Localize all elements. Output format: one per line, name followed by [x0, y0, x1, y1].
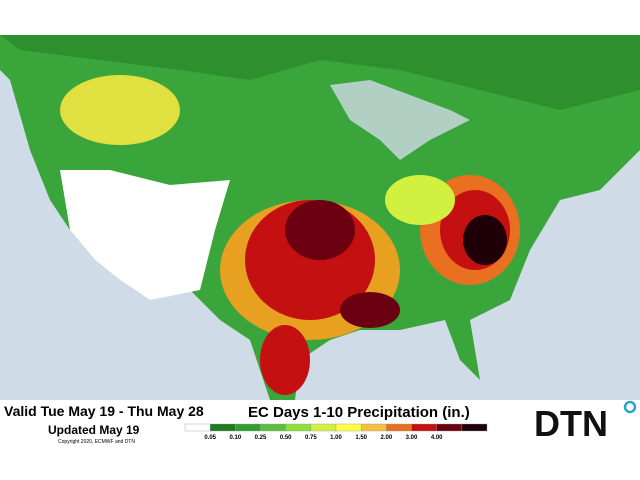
darkred-louisiana	[340, 292, 400, 328]
logo: DTN	[534, 403, 608, 444]
legend-label: 4.00	[431, 435, 443, 441]
legend-swatch	[411, 423, 437, 432]
footer	[0, 400, 640, 480]
legend-swatch	[209, 423, 236, 432]
red-texas	[260, 325, 310, 395]
legend-swatch	[260, 423, 286, 432]
map	[0, 35, 640, 400]
darkred-plains	[285, 200, 355, 260]
valid-text: Valid Tue May 19 - Thu May 28	[4, 403, 204, 419]
title: EC Days 1-10 Precipitation (in.)	[248, 404, 470, 421]
legend-swatch	[461, 423, 488, 432]
legend-swatch	[386, 423, 412, 432]
yellow-ohio	[385, 175, 455, 225]
legend-label: 0.75	[305, 435, 317, 441]
copyright: Copyright 2020, ECMWF and DTN	[58, 439, 135, 445]
legend-swatch	[184, 423, 211, 432]
legend: 0.05 0.10 0.25 0.50 0.75 1.00 1.50 2.00 3.00 4.00	[184, 423, 488, 441]
legend-swatch	[235, 423, 261, 432]
legend-swatch	[436, 423, 463, 432]
yellow-northwest	[60, 75, 180, 145]
black-carolinas	[463, 215, 507, 265]
legend-label: 0.10	[229, 435, 241, 441]
dry-southwest	[60, 170, 230, 300]
legend-label: 0.25	[255, 435, 267, 441]
legend-label: 0.50	[280, 435, 292, 441]
great-lakes	[330, 80, 470, 160]
legend-swatch	[285, 423, 312, 432]
legend-label: 2.00	[380, 435, 392, 441]
logo-dot	[623, 400, 637, 414]
legend-swatch	[360, 423, 387, 432]
legend-label: 1.50	[355, 435, 367, 441]
legend-swatch	[335, 423, 362, 432]
legend-label: 1.00	[330, 435, 342, 441]
north-band	[0, 35, 640, 110]
legend-swatch	[310, 423, 337, 432]
legend-label: 0.05	[204, 435, 216, 441]
updated-text: Updated May 19	[48, 423, 140, 437]
legend-label: 3.00	[406, 435, 418, 441]
